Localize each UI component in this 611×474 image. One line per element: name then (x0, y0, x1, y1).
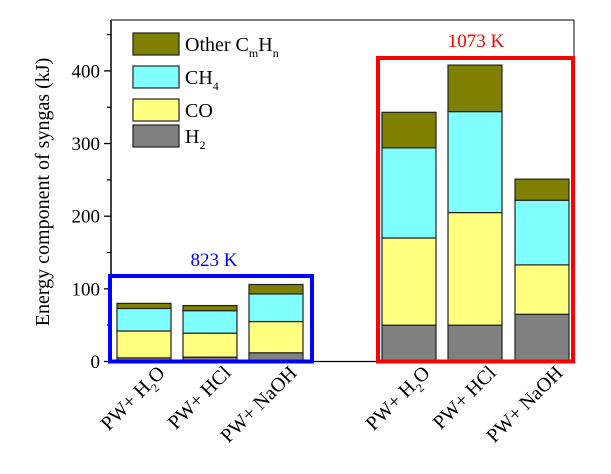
x-tick-label-group: PW+ H2O (97, 362, 173, 438)
legend-label-subscript: 4 (213, 79, 219, 93)
y-tick-label: 0 (91, 352, 101, 373)
bar-segment-co (182, 332, 238, 358)
legend-label: CH4 (185, 67, 219, 93)
bar-segment-ch4 (514, 199, 570, 266)
group-label: 1073 K (448, 31, 505, 52)
bars-layer (116, 64, 570, 363)
y-tick-label: 300 (72, 134, 101, 155)
legend-swatch (132, 98, 180, 122)
legend-label-text: CH (185, 67, 213, 89)
legend-label-subscript: 2 (199, 138, 205, 152)
legend-label-subscript: m (249, 46, 259, 60)
bar-segment-h2 (514, 313, 570, 363)
group-box-1 (108, 274, 314, 364)
legend-label-subscript2: n (273, 46, 279, 60)
legend-swatch (132, 32, 180, 56)
group-box-2 (376, 56, 575, 364)
x-tick-label-tail: O (409, 362, 435, 388)
bar-segment-ch4 (182, 310, 238, 334)
x-tick-label: PW+ H2O (97, 362, 173, 438)
bar-segment-co (381, 237, 437, 326)
bar-segment-h2 (381, 324, 437, 363)
legend-label-tail: H (258, 34, 272, 56)
x-tick-label-text: PW+ H (362, 376, 421, 435)
legend-swatch (132, 124, 180, 148)
bar-segment-other-cmhn (116, 302, 172, 310)
bar-segment-co (514, 264, 570, 315)
bar-segment-other-cmhn (381, 111, 437, 149)
x-tick-label-tail: O (144, 362, 170, 388)
y-axis-title: Energy component of syngas (kJ) (32, 58, 54, 326)
y-tick-label: 200 (72, 207, 101, 228)
bar-segment-co (116, 330, 172, 359)
bar-segment-co (248, 320, 304, 354)
group-label: 823 K (191, 250, 238, 271)
bar-segment-other-cmhn (514, 178, 570, 201)
legend-swatch (132, 65, 180, 89)
bar-segment-ch4 (447, 110, 503, 214)
bar-segment-ch4 (116, 307, 172, 332)
legend-label: H2 (185, 126, 205, 152)
legend-label: CO (185, 100, 213, 122)
bar-segment-other-cmhn (447, 64, 503, 113)
y-ticks: 0 100 200 300 400 (72, 33, 111, 373)
bar-segment-other-cmhn (182, 304, 238, 312)
legend-label-text: CO (185, 100, 213, 122)
bar-segment-ch4 (381, 147, 437, 239)
bar-segment-co (447, 211, 503, 326)
legend-label: Other CmHn (185, 34, 279, 60)
bar-segment-other-cmhn (248, 283, 304, 295)
plot-frame (110, 19, 575, 363)
y-tick-label: 400 (72, 61, 101, 82)
group-boxes: 823 K 1073 K (108, 31, 575, 364)
y-tick-label: 100 (72, 279, 101, 300)
legend-label-text: H (185, 126, 199, 148)
x-tick-label-group: PW+ H2O (362, 362, 438, 438)
x-tick-label-text: PW+ H (97, 376, 156, 435)
legend-label-text: Other C (185, 34, 249, 56)
bar-segment-ch4 (248, 293, 304, 323)
bar-segment-h2 (447, 324, 503, 363)
x-tick-label: PW+ H2O (362, 362, 438, 438)
